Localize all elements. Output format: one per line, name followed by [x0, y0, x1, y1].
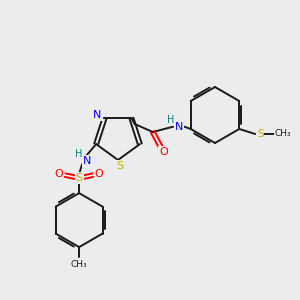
Text: N: N: [93, 110, 102, 120]
Text: S: S: [257, 129, 264, 139]
Text: N: N: [83, 156, 91, 166]
Text: O: O: [159, 147, 168, 157]
Text: S: S: [76, 173, 83, 183]
Text: CH₃: CH₃: [275, 130, 292, 139]
Text: S: S: [116, 161, 124, 171]
Text: N: N: [175, 122, 183, 132]
Text: H: H: [167, 115, 174, 125]
Text: H: H: [75, 149, 83, 159]
Text: O: O: [55, 169, 64, 179]
Text: O: O: [95, 169, 103, 179]
Text: CH₃: CH₃: [71, 260, 87, 268]
